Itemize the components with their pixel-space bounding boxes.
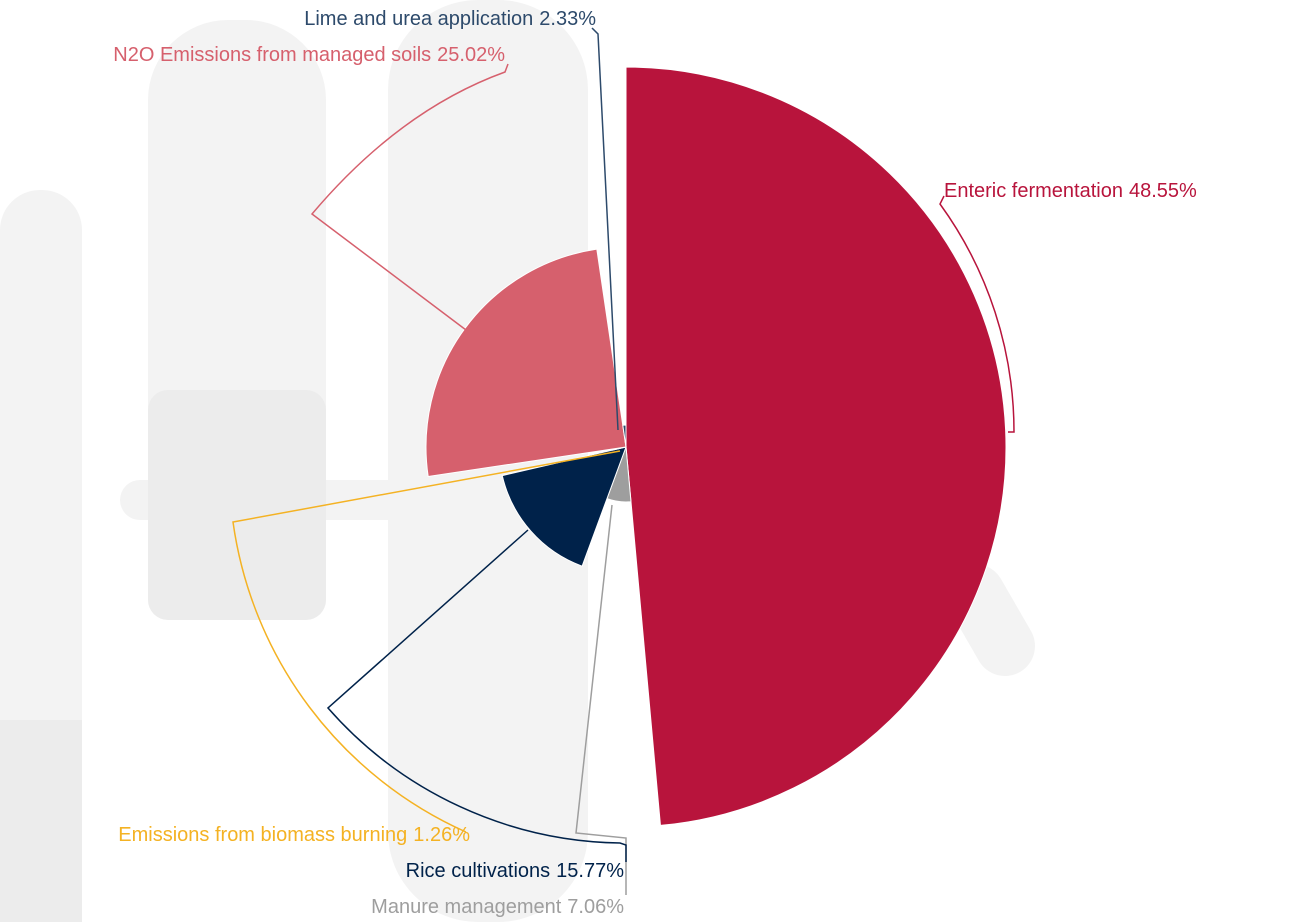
label-name: Lime and urea application	[304, 8, 533, 30]
label-name: Rice cultivations	[406, 860, 551, 882]
label-name: Emissions from biomass burning	[118, 824, 407, 846]
label-value: 25.02%	[437, 44, 505, 66]
label-value: 2.33%	[539, 8, 596, 30]
label-value: 15.77%	[556, 860, 624, 882]
chart: Enteric fermentation 48.55% Manure managem…	[0, 0, 1292, 922]
label-name: N2O Emissions from managed soils	[113, 44, 431, 66]
data-label: Lime and urea application 2.33%	[304, 8, 596, 30]
label-name: Enteric fermentation	[944, 180, 1123, 202]
label-value: 7.06%	[567, 896, 624, 918]
data-label: N2O Emissions from managed soils 25.02%	[113, 44, 505, 66]
label-value: 1.26%	[413, 824, 470, 846]
label-name: Manure management	[371, 896, 562, 918]
data-label: Emissions from biomass burning 1.26%	[118, 824, 470, 846]
label-value: 48.55%	[1129, 180, 1197, 202]
data-label: Enteric fermentation 48.55%	[944, 180, 1197, 202]
